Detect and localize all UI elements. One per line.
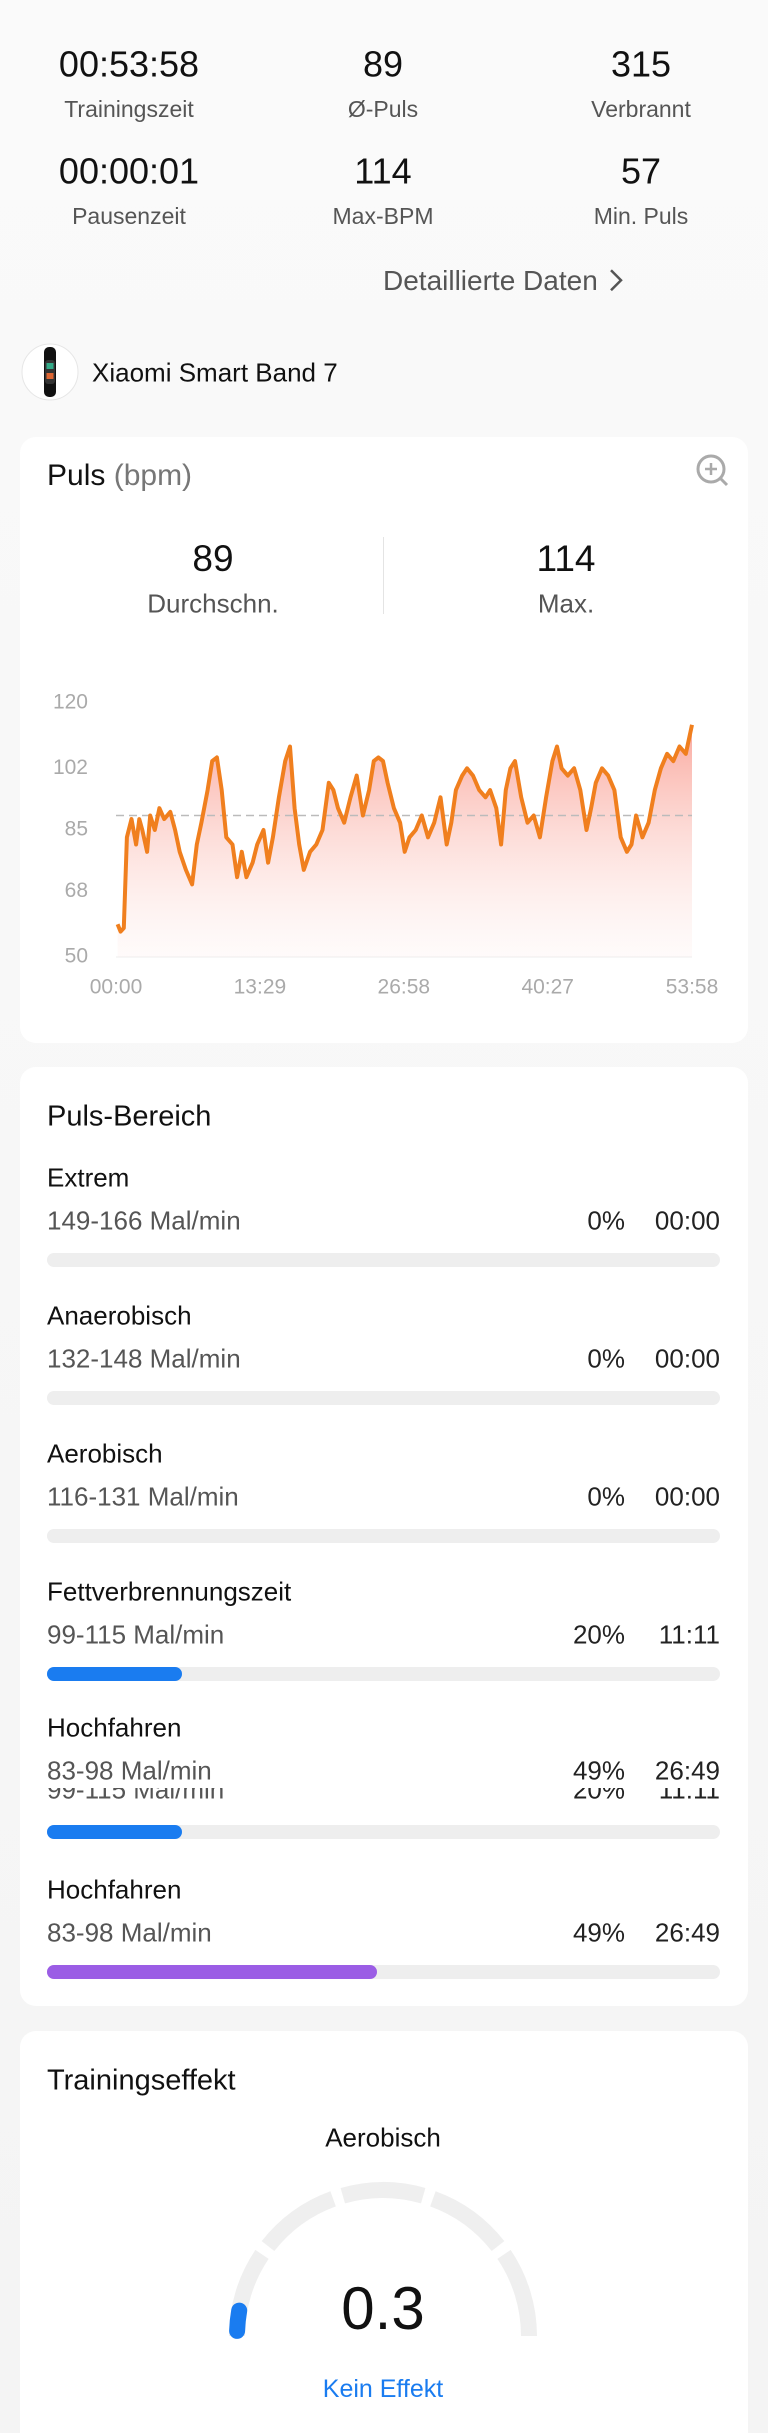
zone-bar bbox=[47, 1965, 377, 1979]
avg-value: 89 bbox=[192, 537, 234, 579]
zone-time: 00:00 bbox=[654, 1481, 720, 1512]
zone-time: 11:11 bbox=[658, 1619, 720, 1650]
stat-value: 315 bbox=[610, 43, 672, 85]
zone-percent: 49% bbox=[572, 1917, 625, 1948]
zone-name: Hochfahren bbox=[47, 1712, 182, 1743]
zone-range: 83-98 Mal/min bbox=[47, 1755, 212, 1786]
y-tick-label: 102 bbox=[53, 756, 88, 779]
zone-time: 26:49 bbox=[654, 1755, 720, 1786]
y-tick-label: 50 bbox=[65, 945, 88, 968]
x-tick-label: 13:29 bbox=[234, 976, 287, 999]
unit-text: (bpm) bbox=[113, 459, 193, 492]
zone-time: 00:00 bbox=[654, 1343, 720, 1374]
gauge-segment bbox=[497, 2249, 537, 2337]
zone-time: 26:49 bbox=[654, 1917, 720, 1948]
zone-name: Aerobisch bbox=[47, 1438, 163, 1469]
title-text: Puls bbox=[47, 459, 106, 492]
effect-gauge bbox=[229, 2182, 537, 2339]
card-title: Trainingseffekt bbox=[47, 2064, 236, 2097]
zone-bar bbox=[47, 1667, 182, 1681]
x-tick-label: 53:58 bbox=[666, 976, 719, 999]
zone-percent: 20% bbox=[572, 1619, 625, 1650]
effect-card: Trainingseffekt Aerobisch 0.3 Kein Effek… bbox=[20, 2031, 748, 2433]
device-name: Xiaomi Smart Band 7 bbox=[92, 357, 338, 388]
zone-name: Anaerobisch bbox=[47, 1300, 192, 1331]
zone-range: 132-148 Mal/min bbox=[47, 1343, 241, 1374]
stat-value: 57 bbox=[620, 150, 662, 192]
heart-rate-chart: 50 68 85 102 120 00:00 13:29 26:58 40:27 53:58 bbox=[53, 691, 719, 999]
zone-percent: 49% bbox=[572, 1755, 625, 1786]
stat-value: 00:53:58 bbox=[58, 43, 200, 85]
zone-name: Fettverbrennungszeit bbox=[47, 1576, 292, 1607]
x-tick-label: 00:00 bbox=[90, 976, 143, 999]
zone-percent: 0% bbox=[587, 1205, 625, 1236]
zone-track bbox=[47, 1529, 720, 1543]
zone-percent: 20% bbox=[572, 1788, 625, 1805]
device-icon bbox=[21, 343, 79, 401]
card-title: Puls-Bereich bbox=[47, 1100, 212, 1133]
zone-range: 99-115 Mal/min bbox=[47, 1619, 225, 1650]
gauge-segment bbox=[261, 2191, 336, 2252]
zone-track bbox=[47, 1825, 720, 1839]
zone-range: 149-166 Mal/min bbox=[47, 1205, 241, 1236]
stitch-strip: 99-115 Mal/min 20% 11:11 bbox=[0, 1788, 768, 1848]
stat-value: 00:00:01 bbox=[58, 150, 200, 192]
stat-label: Ø-Puls bbox=[347, 96, 419, 123]
zone-track bbox=[47, 1391, 720, 1405]
x-tick-label: 26:58 bbox=[378, 976, 431, 999]
zone-track bbox=[47, 1253, 720, 1267]
zone-range: 83-98 Mal/min bbox=[47, 1917, 212, 1948]
zone-bar bbox=[47, 1825, 182, 1839]
avg-label: Durchschn. bbox=[147, 588, 279, 619]
effect-type: Aerobisch bbox=[325, 2122, 441, 2153]
zone-range: 116-131 Mal/min bbox=[47, 1481, 239, 1512]
area bbox=[117, 724, 693, 957]
max-value: 114 bbox=[536, 537, 596, 579]
chevron-icon bbox=[609, 269, 623, 292]
card-title: Puls (bpm) bbox=[47, 458, 192, 494]
max-label: Max. bbox=[537, 588, 595, 619]
details-link-text[interactable]: Detaillierte Daten bbox=[383, 265, 598, 297]
zoom-icon[interactable] bbox=[694, 452, 730, 488]
zone-time: 11:11 bbox=[658, 1788, 720, 1805]
gauge-progress bbox=[229, 2302, 248, 2339]
effect-value: 0.3 bbox=[341, 2275, 425, 2342]
x-tick-label: 40:27 bbox=[521, 976, 574, 999]
zone-time: 00:00 bbox=[654, 1205, 720, 1236]
details-link[interactable]: Detaillierte Daten bbox=[383, 264, 626, 298]
zone-name: Hochfahren bbox=[47, 1874, 182, 1905]
zone-percent: 0% bbox=[587, 1343, 625, 1374]
line bbox=[115, 724, 694, 934]
stat-label: Verbrannt bbox=[591, 96, 691, 123]
zone-name: Extrem bbox=[47, 1162, 130, 1193]
stat-value: 89 bbox=[362, 43, 404, 85]
gauge-segment bbox=[340, 2182, 426, 2204]
gauge-segment bbox=[430, 2191, 505, 2252]
stat-label: Max-BPM bbox=[332, 203, 434, 230]
y-tick-label: 68 bbox=[65, 879, 88, 902]
stat-label: Min. Puls bbox=[593, 203, 689, 230]
stat-label: Trainingszeit bbox=[64, 96, 194, 123]
divider bbox=[383, 537, 384, 614]
zone-range: 99-115 Mal/min bbox=[47, 1788, 225, 1805]
zone-percent: 0% bbox=[587, 1481, 625, 1512]
stat-label: Pausenzeit bbox=[72, 203, 186, 230]
stat-value: 114 bbox=[354, 150, 412, 192]
zone-track bbox=[47, 1667, 720, 1681]
y-tick-label: 120 bbox=[53, 691, 88, 714]
y-tick-label: 85 bbox=[65, 818, 88, 841]
effect-verdict: Kein Effekt bbox=[322, 2375, 444, 2403]
